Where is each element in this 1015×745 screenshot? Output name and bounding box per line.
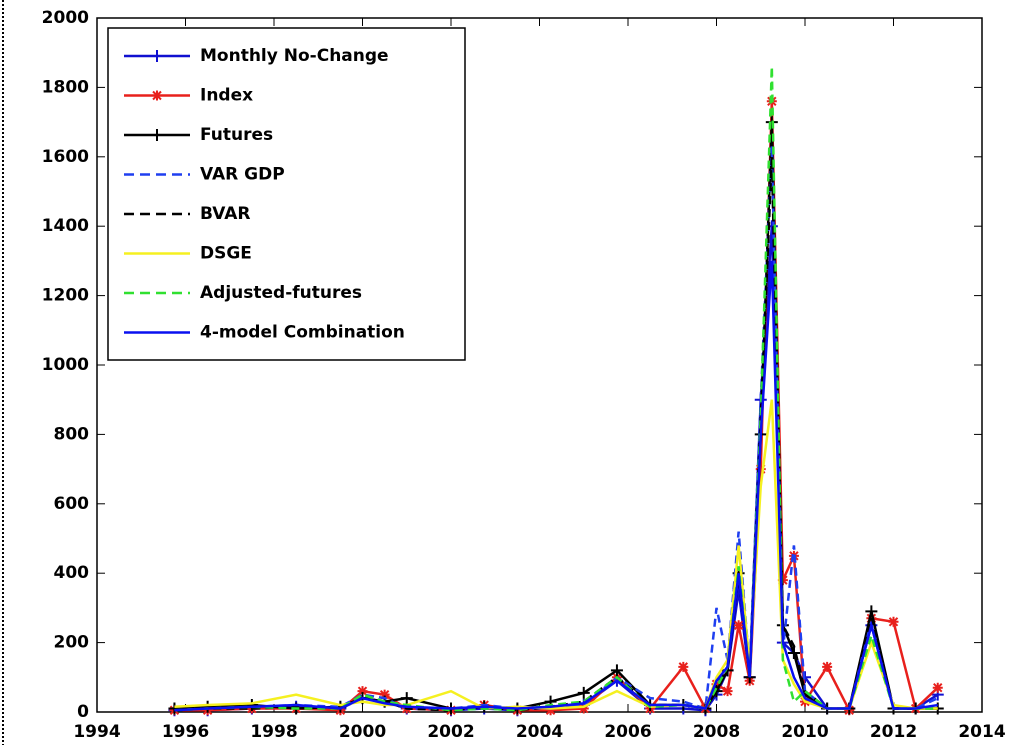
marker bbox=[168, 702, 181, 715]
legend-label: Monthly No-Change bbox=[200, 46, 389, 66]
marker bbox=[201, 700, 214, 713]
x-tick-label: 1996 bbox=[162, 722, 209, 742]
y-tick-label: 2000 bbox=[42, 8, 89, 28]
marker bbox=[678, 661, 689, 672]
x-tick-label: 2002 bbox=[427, 722, 474, 742]
legend-marker bbox=[151, 50, 163, 62]
y-tick-label: 0 bbox=[77, 702, 89, 722]
legend-label: DSGE bbox=[200, 244, 252, 264]
x-tick-label: 2012 bbox=[870, 722, 917, 742]
marker bbox=[577, 686, 590, 699]
x-tick-label: 2006 bbox=[604, 722, 651, 742]
y-tick-label: 1000 bbox=[42, 355, 89, 375]
x-tick-label: 2014 bbox=[958, 722, 1005, 742]
marker bbox=[787, 647, 800, 660]
y-tick-label: 1200 bbox=[42, 286, 89, 306]
marker bbox=[610, 664, 623, 677]
legend-box bbox=[107, 27, 466, 361]
legend-label: BVAR bbox=[200, 204, 251, 224]
legend-marker bbox=[152, 90, 162, 101]
marker bbox=[755, 464, 766, 475]
x-tick-label: 2004 bbox=[516, 722, 563, 742]
legend-label: VAR GDP bbox=[200, 165, 285, 185]
marker bbox=[888, 616, 899, 627]
series-line bbox=[174, 66, 938, 712]
legend-label: Index bbox=[200, 86, 253, 106]
marker bbox=[822, 661, 833, 672]
marker bbox=[545, 705, 556, 716]
marker bbox=[357, 686, 368, 697]
legend-marker bbox=[151, 129, 163, 141]
marker bbox=[245, 699, 258, 712]
x-tick-label: 1998 bbox=[250, 722, 297, 742]
y-tick-label: 800 bbox=[54, 424, 90, 444]
x-tick-label: 2000 bbox=[339, 722, 386, 742]
y-tick-label: 1800 bbox=[42, 77, 89, 97]
marker bbox=[865, 605, 878, 618]
x-tick-label: 2008 bbox=[693, 722, 740, 742]
legend-label: Adjusted-futures bbox=[200, 283, 362, 303]
marker bbox=[379, 689, 390, 700]
y-tick-label: 600 bbox=[54, 494, 90, 514]
y-tick-label: 1600 bbox=[42, 147, 89, 167]
x-tick-label: 1994 bbox=[73, 722, 120, 742]
marker bbox=[733, 620, 744, 631]
series-line bbox=[174, 260, 938, 712]
y-tick-label: 1400 bbox=[42, 216, 89, 236]
marker bbox=[711, 679, 722, 690]
legend-label: 4-model Combination bbox=[200, 323, 405, 343]
legend-label: Futures bbox=[200, 125, 273, 145]
x-tick-label: 2010 bbox=[781, 722, 828, 742]
y-tick-label: 400 bbox=[54, 563, 90, 583]
marker bbox=[400, 692, 413, 705]
marker bbox=[722, 686, 733, 697]
marker bbox=[932, 682, 943, 693]
marker bbox=[578, 703, 589, 714]
y-tick-label: 200 bbox=[54, 633, 90, 653]
